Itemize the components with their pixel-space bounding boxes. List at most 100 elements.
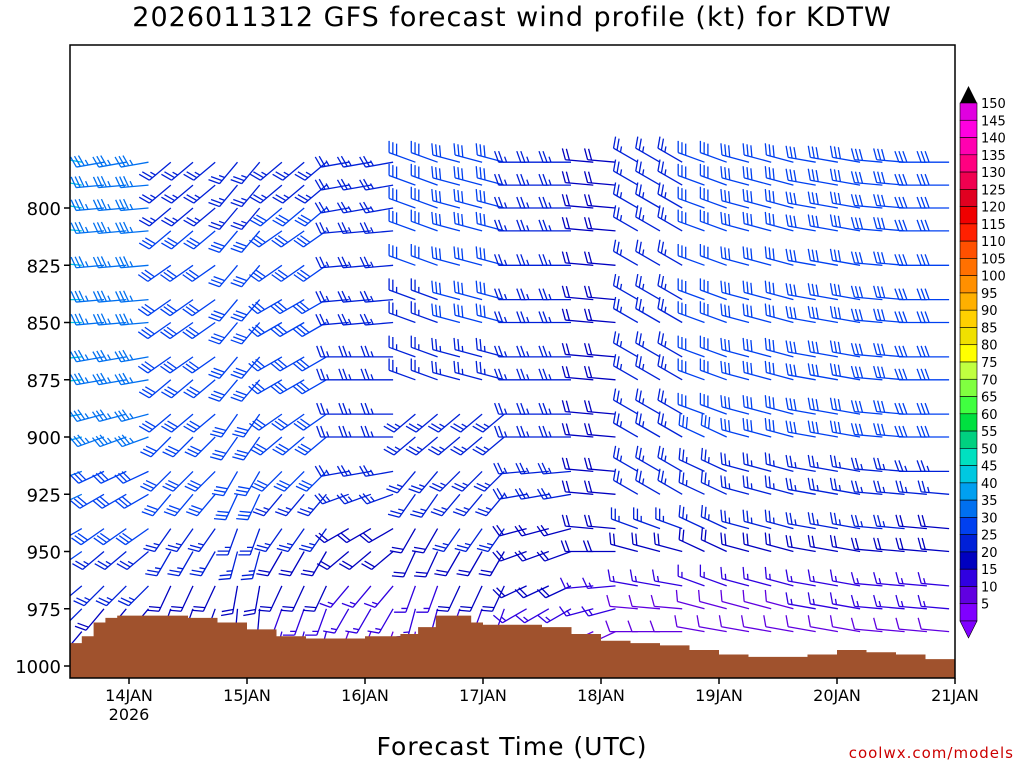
wind-barb	[337, 290, 371, 303]
wind-barb	[115, 290, 149, 303]
wind-barb	[612, 388, 639, 415]
wind-barb	[359, 201, 394, 214]
wind-barb	[807, 454, 839, 473]
wind-barb	[436, 585, 461, 612]
wind-barb	[699, 163, 727, 186]
x-tick-label: 21JAN	[931, 686, 979, 705]
wind-barb	[431, 166, 461, 186]
wind-barb	[873, 571, 905, 587]
wind-barb	[315, 528, 350, 544]
x-tick-label: 19JAN	[695, 686, 743, 705]
wind-barb	[258, 585, 283, 612]
wind-barb	[807, 569, 839, 587]
wind-barb	[742, 566, 772, 587]
colorbar-swatch	[959, 171, 978, 190]
wind-barb	[633, 507, 661, 530]
wind-barb	[895, 480, 927, 495]
wind-barb	[70, 290, 105, 303]
wind-barb	[453, 189, 483, 209]
wind-barb	[138, 230, 172, 250]
wind-barb	[895, 571, 927, 587]
wind-barb	[141, 493, 172, 517]
wind-barb	[764, 532, 794, 553]
colorbar-label: 100	[981, 270, 1006, 285]
wind-barb	[115, 175, 149, 189]
wind-barb	[95, 585, 127, 607]
wind-barb	[161, 413, 194, 433]
wind-barb	[635, 205, 661, 232]
wind-barb	[272, 184, 305, 204]
wind-barb	[742, 211, 772, 232]
wind-barb	[873, 617, 905, 633]
wind-barb	[635, 239, 661, 266]
wind-barb	[829, 615, 861, 633]
wind-barb	[252, 493, 283, 517]
wind-barb	[315, 222, 349, 234]
wind-barb	[431, 246, 461, 266]
wind-barb	[184, 470, 216, 492]
colorbar-swatch	[959, 292, 978, 311]
colorbar-swatch	[959, 603, 978, 622]
wind-barb	[583, 365, 616, 381]
wind-barb	[657, 159, 683, 186]
wind-barb	[677, 564, 705, 587]
wind-barb	[145, 551, 172, 577]
wind-barb	[249, 161, 283, 181]
wind-barb	[162, 470, 194, 492]
wind-barb	[115, 528, 149, 546]
y-tick-label: 875	[27, 371, 61, 392]
colorbar-min-arrow	[959, 620, 978, 639]
wind-barb	[137, 299, 172, 317]
wind-barb	[583, 171, 616, 186]
colorbar-max-arrow	[960, 86, 977, 103]
wind-barb	[475, 246, 505, 266]
colorbar-label: 120	[981, 201, 1006, 216]
wind-barb	[453, 246, 483, 266]
wind-barb	[807, 340, 839, 358]
wind-barb	[785, 477, 816, 495]
wind-barb	[208, 322, 238, 345]
wind-barb	[537, 462, 572, 475]
wind-barb	[137, 356, 172, 374]
wind-barb	[294, 436, 327, 456]
wind-barb	[583, 285, 616, 301]
wind-barb	[410, 209, 438, 232]
wind-barb	[651, 569, 683, 587]
y-tick-label: 825	[27, 256, 61, 277]
wind-barb	[561, 342, 594, 358]
wind-barb	[559, 577, 594, 589]
wind-barb	[742, 166, 772, 186]
wind-barb	[70, 154, 82, 163]
wind-barb	[363, 585, 394, 608]
wind-barb	[720, 303, 750, 324]
wind-barb	[807, 477, 839, 495]
wind-barb	[606, 594, 638, 610]
wind-barb	[453, 143, 483, 163]
wind-barb	[807, 214, 839, 232]
wind-barb	[650, 594, 683, 610]
wind-barb	[74, 608, 105, 631]
wind-barb	[70, 434, 105, 448]
wind-barb	[740, 615, 772, 633]
wind-barb	[873, 514, 905, 530]
wind-barb	[583, 194, 616, 209]
wind-barb	[785, 569, 816, 587]
wind-barb	[388, 163, 416, 186]
wind-barb	[70, 493, 83, 507]
wind-barb	[583, 457, 616, 473]
wind-barb	[764, 566, 794, 587]
wind-barb	[234, 471, 261, 497]
wind-barb	[388, 335, 416, 358]
wind-barb	[191, 585, 216, 612]
wind-barb	[785, 191, 816, 209]
source-credit[interactable]: coolwx.com/models	[848, 744, 1014, 762]
wind-barb	[294, 184, 327, 204]
wind-barb	[230, 299, 261, 322]
y-tick-label: 975	[27, 600, 61, 621]
colorbar-swatch	[959, 534, 978, 553]
y-tick-label: 950	[27, 543, 61, 564]
wind-barb	[829, 248, 861, 266]
wind-barb	[314, 178, 349, 191]
x-tick-label: 18JAN	[577, 686, 625, 705]
wind-barb	[249, 184, 283, 204]
